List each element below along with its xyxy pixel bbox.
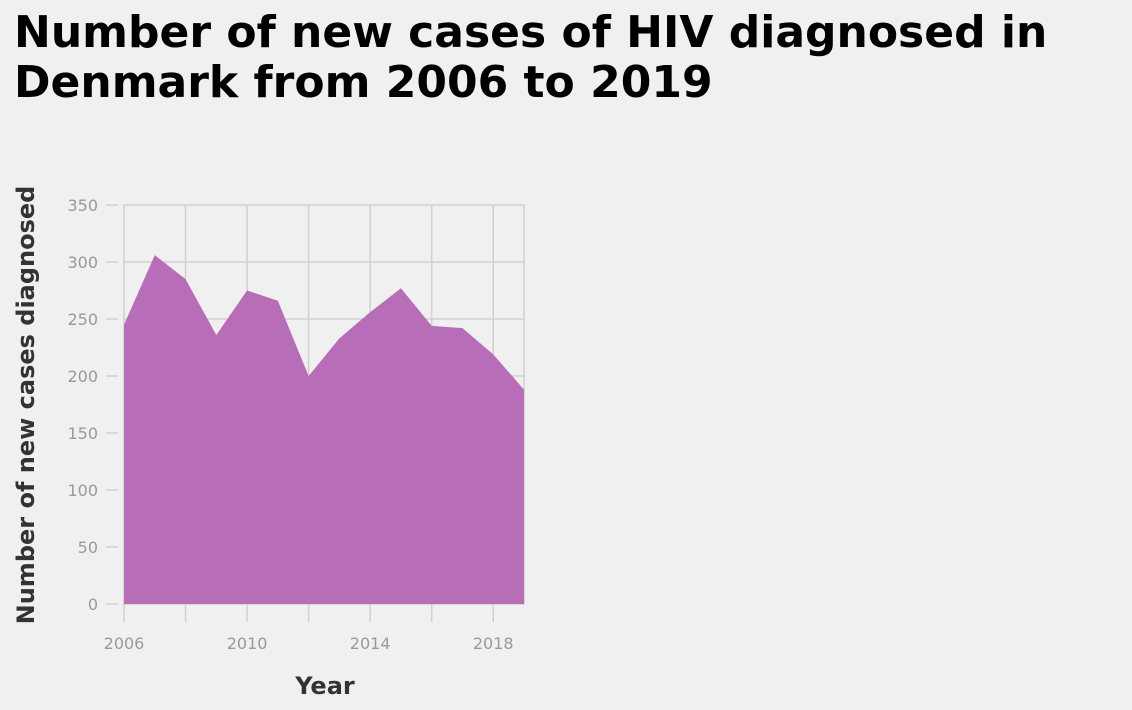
data-point-2014	[367, 309, 373, 315]
data-point-2010	[244, 288, 250, 294]
data-point-2016	[429, 323, 435, 329]
x-tick-label: 2018	[473, 634, 514, 653]
area-series	[124, 255, 524, 604]
chart-title: Number of new cases of HIV diagnosed in …	[14, 8, 1124, 108]
data-point-2012	[306, 373, 312, 379]
y-tick-label: 300	[67, 253, 98, 272]
data-point-2017	[459, 325, 465, 331]
data-point-2018	[490, 351, 496, 357]
data-point-2008	[183, 276, 189, 282]
data-point-2015	[398, 285, 404, 291]
y-tick-label: 200	[67, 367, 98, 386]
x-axis-title: Year	[294, 672, 355, 700]
data-point-2006	[121, 322, 127, 328]
data-point-2007	[152, 252, 158, 258]
x-tick-label: 2006	[104, 634, 145, 653]
data-point-2011	[275, 298, 281, 304]
y-tick-label: 350	[67, 196, 98, 215]
y-tick-label: 50	[78, 538, 98, 557]
y-tick-label: 250	[67, 310, 98, 329]
plot-area	[121, 252, 527, 604]
data-point-2013	[336, 335, 342, 341]
chart-title-line-2: Denmark from 2006 to 2019	[14, 57, 713, 108]
chart-title-line-1: Number of new cases of HIV diagnosed in	[14, 7, 1048, 58]
y-tick-label: 100	[67, 481, 98, 500]
axis-ticks: 0 50 100 150 200 250 300 350 2006 2010 2014 2018	[67, 196, 513, 653]
y-tick-label: 0	[88, 595, 98, 614]
data-point-2009	[213, 332, 219, 338]
data-point-2019	[521, 387, 527, 393]
x-tick-label: 2014	[350, 634, 391, 653]
y-tick-label: 150	[67, 424, 98, 443]
y-axis-title: Number of new cases diagnosed	[12, 186, 40, 625]
x-tick-label: 2010	[227, 634, 268, 653]
